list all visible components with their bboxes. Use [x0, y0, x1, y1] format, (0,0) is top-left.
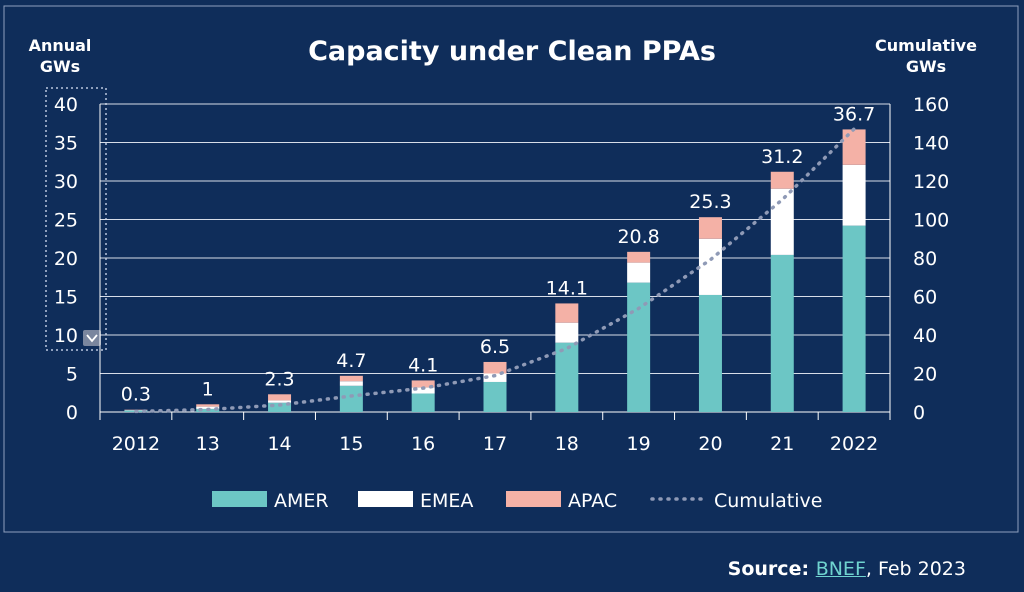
left-tick-label: 30 — [54, 171, 78, 193]
legend-label-amer: AMER — [274, 490, 329, 512]
category-label: 21 — [770, 433, 794, 455]
category-label: 2012 — [112, 433, 160, 455]
right-tick-label: 40 — [913, 325, 937, 347]
total-label: 4.1 — [408, 354, 438, 376]
chart-title: Capacity under Clean PPAs — [308, 36, 716, 67]
total-label: 4.7 — [336, 350, 366, 372]
cumulative-line — [134, 127, 856, 414]
legend-swatch-emea — [358, 491, 413, 507]
total-label: 2.3 — [264, 368, 294, 390]
bar-emea — [842, 164, 866, 226]
bar-emea — [268, 400, 292, 403]
right-tick-label: 140 — [913, 133, 949, 155]
bar-emea — [698, 238, 722, 295]
category-label: 14 — [267, 433, 291, 455]
bar-apac — [483, 361, 507, 374]
total-label: 25.3 — [689, 191, 731, 213]
total-label: 0.3 — [121, 384, 151, 406]
left-tick-label: 15 — [54, 287, 78, 309]
right-tick-label: 120 — [913, 171, 949, 193]
bar-apac — [196, 404, 220, 407]
left-tick-label: 10 — [54, 325, 78, 347]
category-label: 18 — [555, 433, 579, 455]
bar-emea — [339, 381, 363, 386]
bar-emea — [770, 188, 794, 255]
left-axis-title-line2: GWs — [40, 57, 80, 76]
right-tick-label: 60 — [913, 287, 937, 309]
legend-swatch-amer — [212, 491, 267, 507]
category-label: 16 — [411, 433, 435, 455]
left-axis-title-line1: Annual — [29, 36, 92, 55]
bar-apac — [698, 217, 722, 239]
axis-ticks: 0510152025303540020406080100120140160201… — [54, 94, 949, 455]
right-tick-label: 0 — [913, 402, 925, 424]
gridlines — [99, 103, 891, 420]
bar-amer — [411, 393, 435, 412]
bar-amer — [339, 385, 363, 412]
category-label: 20 — [698, 433, 722, 455]
right-tick-label: 100 — [913, 210, 949, 232]
bar-amer — [770, 254, 794, 412]
source-prefix: Source: — [727, 558, 810, 580]
category-label: 17 — [483, 433, 507, 455]
bar-apac — [770, 171, 794, 189]
total-labels: 0.3 1 2.3 4.7 4.1 6.5 14.1 20.8 25.3 31.2 36.7 — [121, 103, 875, 405]
chart-border — [3, 5, 1019, 533]
source-line: Source: BNEF, Feb 2023 — [728, 558, 966, 580]
bar-apac — [555, 303, 579, 323]
legend-label-emea: EMEA — [420, 490, 473, 512]
right-tick-label: 80 — [913, 248, 937, 270]
legend-swatch-apac — [506, 491, 561, 507]
bar-emea — [411, 387, 435, 394]
bar-apac — [627, 251, 651, 263]
cumulative-series-line — [134, 127, 856, 414]
source-link[interactable]: BNEF — [815, 558, 866, 580]
bar-amer — [483, 381, 507, 412]
bar-amer — [698, 294, 722, 412]
right-tick-label: 20 — [913, 364, 937, 386]
axis-dropdown-button[interactable] — [83, 330, 101, 346]
bar-apac — [268, 394, 292, 401]
total-label: 36.7 — [833, 103, 875, 125]
left-tick-label: 20 — [54, 248, 78, 270]
left-tick-label: 25 — [54, 210, 78, 232]
right-tick-label: 160 — [913, 94, 949, 116]
bar-apac — [842, 129, 866, 165]
bar-amer — [555, 342, 579, 412]
legend-label-apac: APAC — [568, 490, 617, 512]
category-label: 19 — [627, 433, 651, 455]
right-axis-title-line2: GWs — [906, 57, 946, 76]
right-axis-title-line1: Cumulative — [875, 36, 977, 55]
source-suffix: , Feb 2023 — [865, 558, 966, 580]
bar-amer — [842, 225, 866, 412]
bar-emea — [627, 262, 651, 283]
total-label: 20.8 — [617, 226, 659, 248]
total-label: 14.1 — [546, 277, 588, 299]
bar-emea — [555, 322, 579, 343]
left-tick-label: 0 — [66, 402, 78, 424]
bars — [124, 129, 866, 412]
bar-emea — [483, 373, 507, 382]
bar-amer — [627, 282, 651, 412]
category-label: 2022 — [830, 433, 878, 455]
legend-label-cumulative: Cumulative — [714, 490, 822, 512]
bar-apac — [339, 375, 363, 382]
chevron-down-icon — [86, 334, 98, 343]
left-tick-label: 40 — [54, 94, 78, 116]
total-label: 6.5 — [480, 336, 510, 358]
bar-amer — [268, 402, 292, 412]
category-label: 13 — [196, 433, 220, 455]
legend: AMER EMEA APAC Cumulative — [212, 490, 822, 512]
left-tick-label: 35 — [54, 133, 78, 155]
left-tick-label: 5 — [66, 364, 78, 386]
bar-apac — [411, 380, 435, 388]
category-label: 15 — [339, 433, 363, 455]
total-label: 31.2 — [761, 146, 803, 168]
total-label: 1 — [202, 378, 214, 400]
